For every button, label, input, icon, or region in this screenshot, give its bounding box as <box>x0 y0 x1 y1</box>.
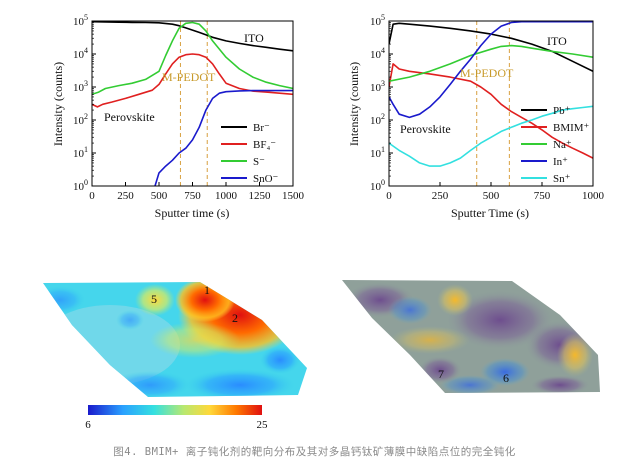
chart-a-annotation-mpedot: M-PEDOT <box>162 70 216 84</box>
chart-b-ytick-label: 104 <box>370 46 385 61</box>
chart-b-xtick-label: 1000 <box>582 190 605 202</box>
series-line-2 <box>92 21 293 96</box>
chart-b-xtick-label: 500 <box>483 190 500 202</box>
chart-a-xtick-label: 750 <box>184 190 201 202</box>
chart-a-xtick-label: 1500 <box>282 190 305 202</box>
chart-b-xtick-label: 0 <box>386 190 392 202</box>
chart-a-ytick-label: 105 <box>73 13 88 28</box>
chart-b-ylabel: Intensity (counts) <box>347 62 361 146</box>
legend-label: S⁻ <box>253 156 265 168</box>
chart-b: 0 250 500 750 1000 100 101 102 103 104 105 Sputter… <box>347 13 605 220</box>
chart-a-xtick-label: 0 <box>89 190 95 202</box>
heatmap-1: 5 1 2 <box>43 282 307 397</box>
chart-a-legend: Br⁻ BF₄⁻ S⁻ SnO⁻ <box>221 122 279 185</box>
chart-a-xlabel: Sputter time (s) <box>155 206 230 220</box>
legend-label: Na⁺ <box>553 139 572 151</box>
series-line-2 <box>389 44 593 82</box>
legend-label: BF₄⁻ <box>253 139 276 151</box>
chart-a-annotation-ito: ITO <box>244 31 264 45</box>
chart-a-annotation-perovskite: Perovskite <box>104 110 155 124</box>
chart-b-xtick-label: 750 <box>534 190 551 202</box>
series-line-3 <box>154 89 293 186</box>
chart-b-ytick-label: 105 <box>370 13 385 28</box>
series-line-4 <box>389 105 593 167</box>
chart-b-xlabel: Sputter Time (s) <box>451 206 529 220</box>
chart-a-xtick-label: 1250 <box>249 190 272 202</box>
colorbar-min-label: 6 <box>85 419 91 431</box>
chart-b-annotation-ito: ITO <box>547 34 567 48</box>
heatmap-1-label-2: 2 <box>232 311 238 325</box>
heatmap-1-label-1: 1 <box>204 283 210 297</box>
chart-a-ytick-label: 103 <box>73 79 88 94</box>
series-line-1 <box>92 53 293 108</box>
heatmap-2-label-7: 7 <box>438 367 444 381</box>
figure-caption: 图4. BMIM+ 离子钝化剂的靶向分布及其对多晶钙钛矿薄膜中缺陷点位的完全钝化 <box>113 446 516 458</box>
chart-b-annotation-perovskite: Perovskite <box>400 122 451 136</box>
chart-a: 0 250 500 750 1000 1250 1500 100 101 102 103 104 105… <box>51 13 305 220</box>
series-line-1 <box>389 63 593 159</box>
chart-a-ticks: 0 250 500 750 1000 1250 1500 100 101 102 103 104 105 <box>73 13 305 202</box>
chart-b-annotation-mpedot: M-PEDOT <box>460 66 514 80</box>
legend-label: Pb⁺ <box>553 105 571 117</box>
chart-b-series <box>389 21 593 167</box>
chart-b-ytick-label: 100 <box>370 178 385 193</box>
chart-a-ytick-label: 101 <box>73 145 88 160</box>
chart-a-ytick-label: 100 <box>73 178 88 193</box>
chart-b-ytick-label: 103 <box>370 79 385 94</box>
chart-a-axes <box>179 21 208 186</box>
chart-a-series <box>92 21 293 186</box>
colorbar: 6 25 <box>85 405 268 431</box>
colorbar-gradient <box>88 405 262 415</box>
heatmap-2-label-6: 6 <box>503 371 509 385</box>
heatmap-1-label-5: 5 <box>151 292 157 306</box>
colorbar-max-label: 25 <box>257 419 269 431</box>
chart-a-ytick-label: 104 <box>73 46 88 61</box>
legend-label: SnO⁻ <box>253 173 279 185</box>
chart-a-xtick-label: 500 <box>151 190 168 202</box>
chart-a-ytick-label: 102 <box>73 112 88 127</box>
chart-b-xtick-label: 250 <box>432 190 449 202</box>
legend-label: In⁺ <box>553 156 568 168</box>
chart-b-legend: Pb⁺ BMIM⁺ Na⁺ In⁺ Sn⁺ <box>521 105 590 185</box>
heatmap-2: 7 6 <box>342 280 600 393</box>
series-line-3 <box>389 21 593 119</box>
series-line-0 <box>92 21 293 52</box>
chart-a-ylabel: Intensity (counts) <box>51 62 65 146</box>
chart-b-ytick-label: 101 <box>370 145 385 160</box>
chart-b-ytick-label: 102 <box>370 112 385 127</box>
legend-label: BMIM⁺ <box>553 122 590 134</box>
chart-a-xtick-label: 1000 <box>215 190 238 202</box>
chart-a-xtick-label: 250 <box>117 190 134 202</box>
chart-b-ticks: 0 250 500 750 1000 100 101 102 103 104 105 <box>370 13 605 202</box>
legend-label: Br⁻ <box>253 122 270 134</box>
legend-label: Sn⁺ <box>553 173 571 185</box>
